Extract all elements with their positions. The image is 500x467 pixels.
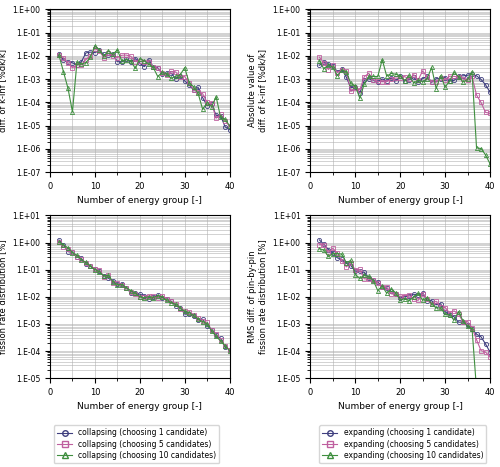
X-axis label: Number of energy group [-]: Number of energy group [-] <box>78 403 202 411</box>
Legend: expanding (choosing 1 candidate), expanding (choosing 5 candidates), expanding (: expanding (choosing 1 candidate), expand… <box>319 425 486 463</box>
X-axis label: Number of energy group [-]: Number of energy group [-] <box>338 196 462 205</box>
Y-axis label: Absolute value of
diff. of k-inf [%dk/k]: Absolute value of diff. of k-inf [%dk/k] <box>0 49 6 132</box>
Y-axis label: RMS diff. of pin-by-pin
fission rate distribution [%]: RMS diff. of pin-by-pin fission rate dis… <box>248 240 267 354</box>
Y-axis label: Absolute value of
diff. of k-inf [%dk/k]: Absolute value of diff. of k-inf [%dk/k] <box>248 49 267 132</box>
Y-axis label: RMS diff. of pin-by-pin
fission rate distribution [%]: RMS diff. of pin-by-pin fission rate dis… <box>0 240 6 354</box>
X-axis label: Number of energy group [-]: Number of energy group [-] <box>338 403 462 411</box>
X-axis label: Number of energy group [-]: Number of energy group [-] <box>78 196 202 205</box>
